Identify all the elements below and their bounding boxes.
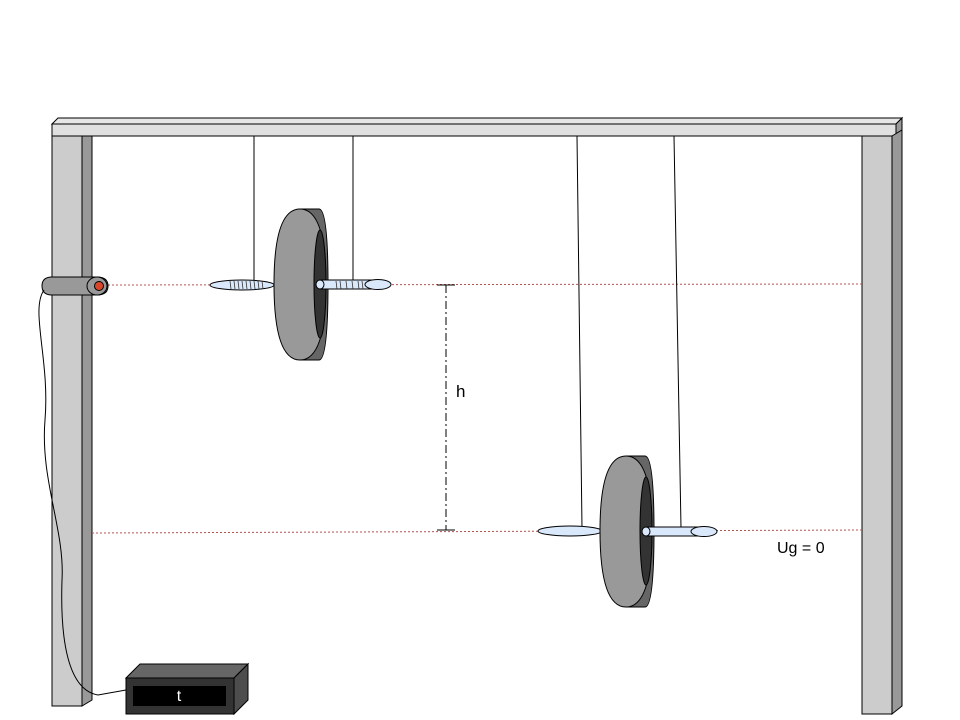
string-left-end	[576, 135, 583, 529]
left-post-side	[81, 135, 93, 707]
sensor-cable	[38, 289, 127, 696]
axle-left-start	[209, 279, 275, 291]
axle-right-start	[315, 279, 392, 290]
axle-right-end	[641, 526, 718, 537]
photogate-sensor	[41, 276, 109, 296]
top-beam	[51, 123, 897, 137]
sensor-lens	[94, 281, 104, 291]
timer-box: t	[124, 662, 250, 716]
timer-display	[133, 686, 226, 706]
ground-level-line	[91, 529, 863, 534]
wheel-start	[209, 136, 392, 361]
height-dimension	[437, 284, 455, 531]
timer-top	[124, 663, 250, 679]
right-post-side	[891, 129, 903, 716]
axle-left-end	[537, 525, 603, 537]
height-label: h	[456, 382, 465, 401]
timer-label: t	[177, 688, 182, 705]
wheel-body-start	[273, 208, 329, 361]
ground-energy-label: Ug = 0	[777, 540, 825, 557]
support-frame	[50, 116, 904, 716]
wheel-end	[537, 135, 718, 608]
left-post	[51, 135, 83, 707]
top-beam-bevel	[50, 117, 904, 125]
string-right-end	[673, 135, 682, 529]
right-post	[861, 135, 893, 715]
